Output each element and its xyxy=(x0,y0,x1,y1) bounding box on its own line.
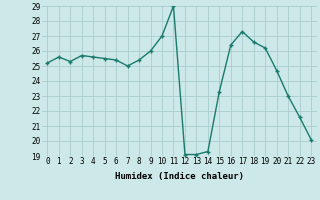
X-axis label: Humidex (Indice chaleur): Humidex (Indice chaleur) xyxy=(115,172,244,181)
